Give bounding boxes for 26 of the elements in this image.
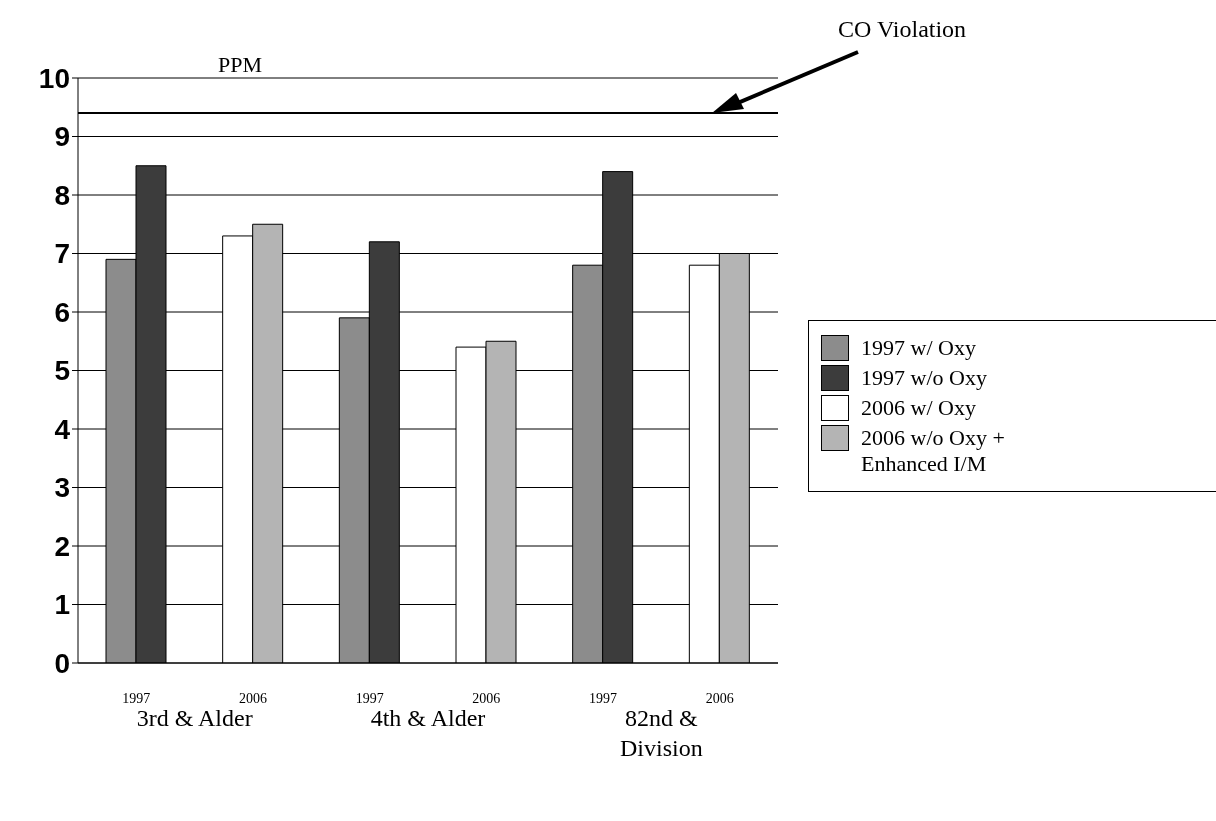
text: 82nd & Division — [619, 705, 703, 761]
y-tick-label: 3 — [54, 472, 70, 504]
y-tick-label: 8 — [54, 179, 70, 211]
x-tick-label: 1997 — [589, 690, 617, 706]
y-tick-label: 5 — [54, 355, 70, 387]
y-tick-label: 9 — [54, 121, 70, 153]
y-axis-title: PPM — [218, 52, 263, 78]
legend-label: 1997 w/o Oxy — [861, 365, 988, 391]
x-tick-label: 2006 — [472, 690, 501, 706]
y-tick-label: 10 — [38, 62, 70, 94]
y-tick-label: 7 — [54, 238, 70, 270]
y-tick-label: 0 — [54, 647, 70, 679]
y-tick-label: 6 — [54, 296, 70, 328]
legend-label: 2006 w/o Oxy + Enhanced I/M — [861, 425, 1006, 477]
text: 4th & Alder — [369, 704, 487, 733]
x-tick-label: 1997 — [355, 690, 384, 706]
x-tick-label: 2006 — [239, 690, 267, 706]
y-tick-label: 2 — [54, 530, 70, 562]
x-tick-label: 2006 — [705, 690, 734, 706]
ref-line-label: CO Violation — [838, 16, 967, 43]
legend-label: 1997 w/ Oxy — [861, 335, 977, 361]
legend-label: 2006 w/ Oxy — [861, 395, 977, 421]
x-tick-label: 1997 — [122, 690, 151, 706]
y-tick-label: 4 — [54, 413, 71, 445]
y-tick-label: 1 — [54, 589, 70, 621]
text: 3rd & Alder — [135, 704, 254, 733]
